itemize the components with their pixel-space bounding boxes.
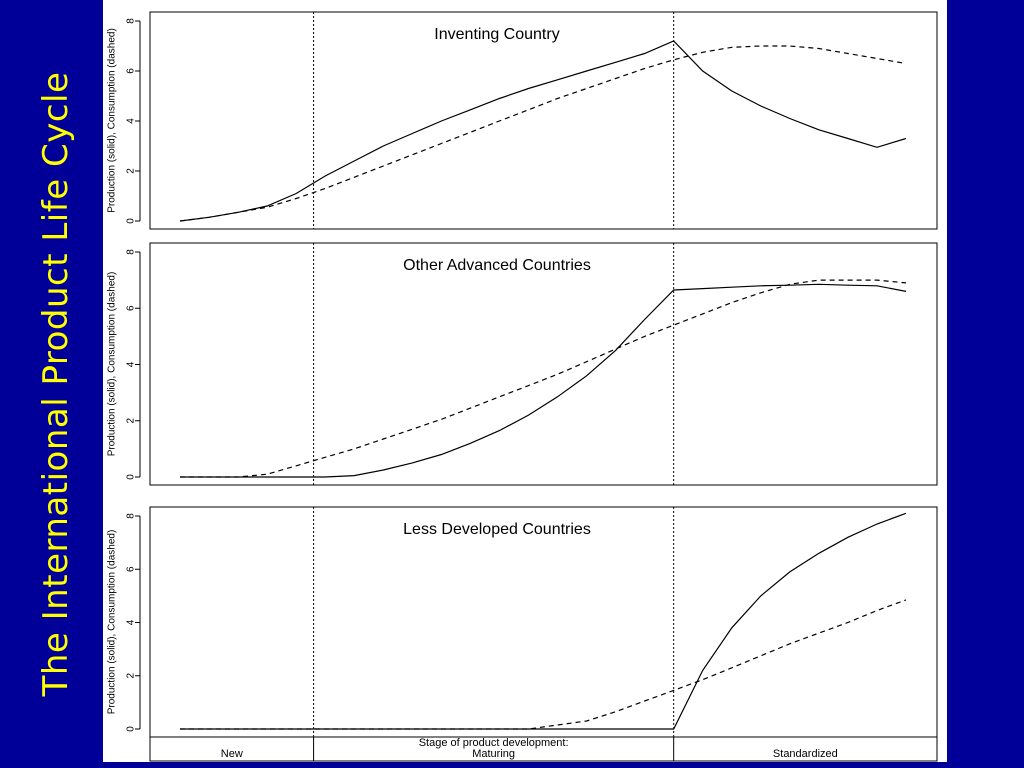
x-axis-label: Stage of product development: bbox=[419, 737, 569, 749]
y-tick-label: 6 bbox=[126, 566, 137, 572]
y-tick-label: 8 bbox=[126, 18, 137, 24]
y-axis-label: Production (solid), Consumption (dashed) bbox=[107, 28, 118, 213]
y-tick-label: 8 bbox=[126, 249, 137, 255]
stage-label: New bbox=[221, 748, 243, 760]
y-axis-label: Production (solid), Consumption (dashed) bbox=[107, 272, 118, 457]
production-line bbox=[179, 40, 907, 222]
stage-label: Maturing bbox=[472, 748, 515, 760]
panel-title: Other Advanced Countries bbox=[403, 257, 591, 274]
y-tick-label: 6 bbox=[126, 68, 137, 74]
stage-strip-frame bbox=[149, 736, 938, 762]
slide-title: The International Product Life Cycle bbox=[36, 71, 76, 697]
y-tick-label: 6 bbox=[126, 305, 137, 311]
chart-figure: 0 2 4 6 8 Production (solid), Consumption (da… bbox=[103, 0, 947, 762]
y-tick-label: 0 bbox=[126, 218, 137, 224]
y-tick-label: 4 bbox=[126, 118, 137, 124]
y-tick-label: 0 bbox=[126, 726, 137, 732]
panel-frame bbox=[149, 11, 938, 230]
consumption-line bbox=[180, 279, 907, 478]
y-tick-label: 4 bbox=[126, 619, 137, 625]
production-line bbox=[180, 512, 907, 730]
production-line bbox=[180, 283, 907, 478]
consumption-line bbox=[179, 45, 907, 222]
y-tick-label: 4 bbox=[126, 361, 137, 367]
y-tick-label: 2 bbox=[126, 673, 137, 679]
panel-title: Less Developed Countries bbox=[403, 521, 591, 538]
y-tick-label: 0 bbox=[126, 474, 137, 480]
y-axis-label: Production (solid), Consumption (dashed) bbox=[107, 530, 118, 715]
stage-label: Standardized bbox=[773, 748, 838, 760]
consumption-line bbox=[180, 599, 907, 730]
panel-frame bbox=[149, 242, 938, 486]
y-tick-label: 8 bbox=[126, 513, 137, 519]
panel-title: Inventing Country bbox=[434, 26, 559, 43]
chart-svg: 0 2 4 6 8 Production (solid), Consumption (da… bbox=[107, 11, 938, 762]
y-tick-label: 2 bbox=[126, 418, 137, 424]
y-tick-label: 2 bbox=[126, 168, 137, 174]
panel-frame bbox=[149, 506, 938, 738]
